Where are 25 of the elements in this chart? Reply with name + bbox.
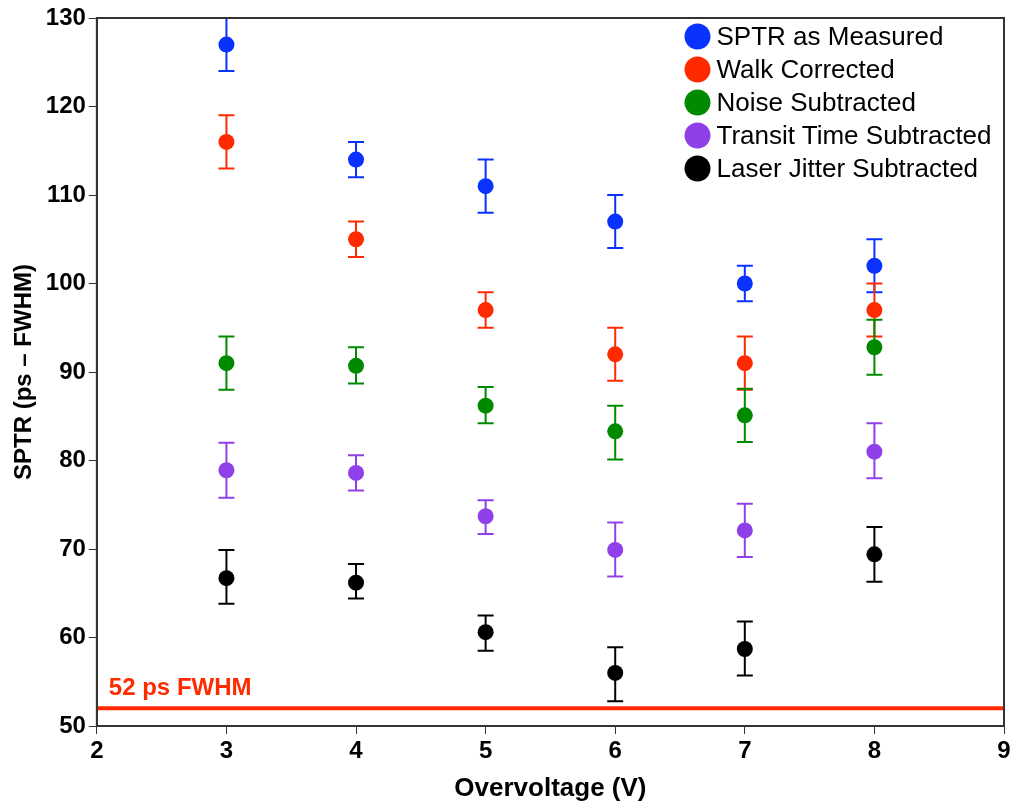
x-tick-label: 4 [349, 736, 364, 764]
y-tick-label: 80 [59, 445, 86, 473]
x-axis-title: Overvoltage (V) [454, 771, 647, 802]
y-tick-label: 90 [59, 356, 86, 384]
legend-label: SPTR as Measured [716, 20, 944, 51]
x-tick-label: 3 [219, 736, 234, 764]
x-tick-label: 2 [90, 736, 104, 764]
x-tick-label: 5 [478, 736, 493, 764]
y-tick-label: 110 [47, 179, 86, 207]
x-tick-label: 8 [867, 736, 882, 764]
legend-label: Laser Jitter Subtracted [716, 152, 979, 183]
x-tick-label: 9 [997, 736, 1011, 764]
legend-label: Transit Time Subtracted [716, 119, 992, 150]
x-tick-label: 7 [738, 736, 752, 764]
legend-label: Noise Subtracted [716, 86, 916, 117]
y-tick-label: 60 [59, 622, 86, 650]
y-tick-label: 120 [45, 91, 86, 119]
y-tick-label: 100 [45, 268, 86, 296]
y-axis-title: SPTR (ps – FWHM) [9, 264, 37, 480]
y-tick-label: 70 [59, 533, 86, 561]
y-tick-label: 50 [59, 710, 86, 738]
legend-label: Walk Corrected [716, 53, 895, 84]
y-tick-label: 130 [45, 2, 86, 30]
x-tick-label: 6 [608, 736, 622, 764]
ref-line-label: 52 ps FWHM [108, 672, 252, 700]
